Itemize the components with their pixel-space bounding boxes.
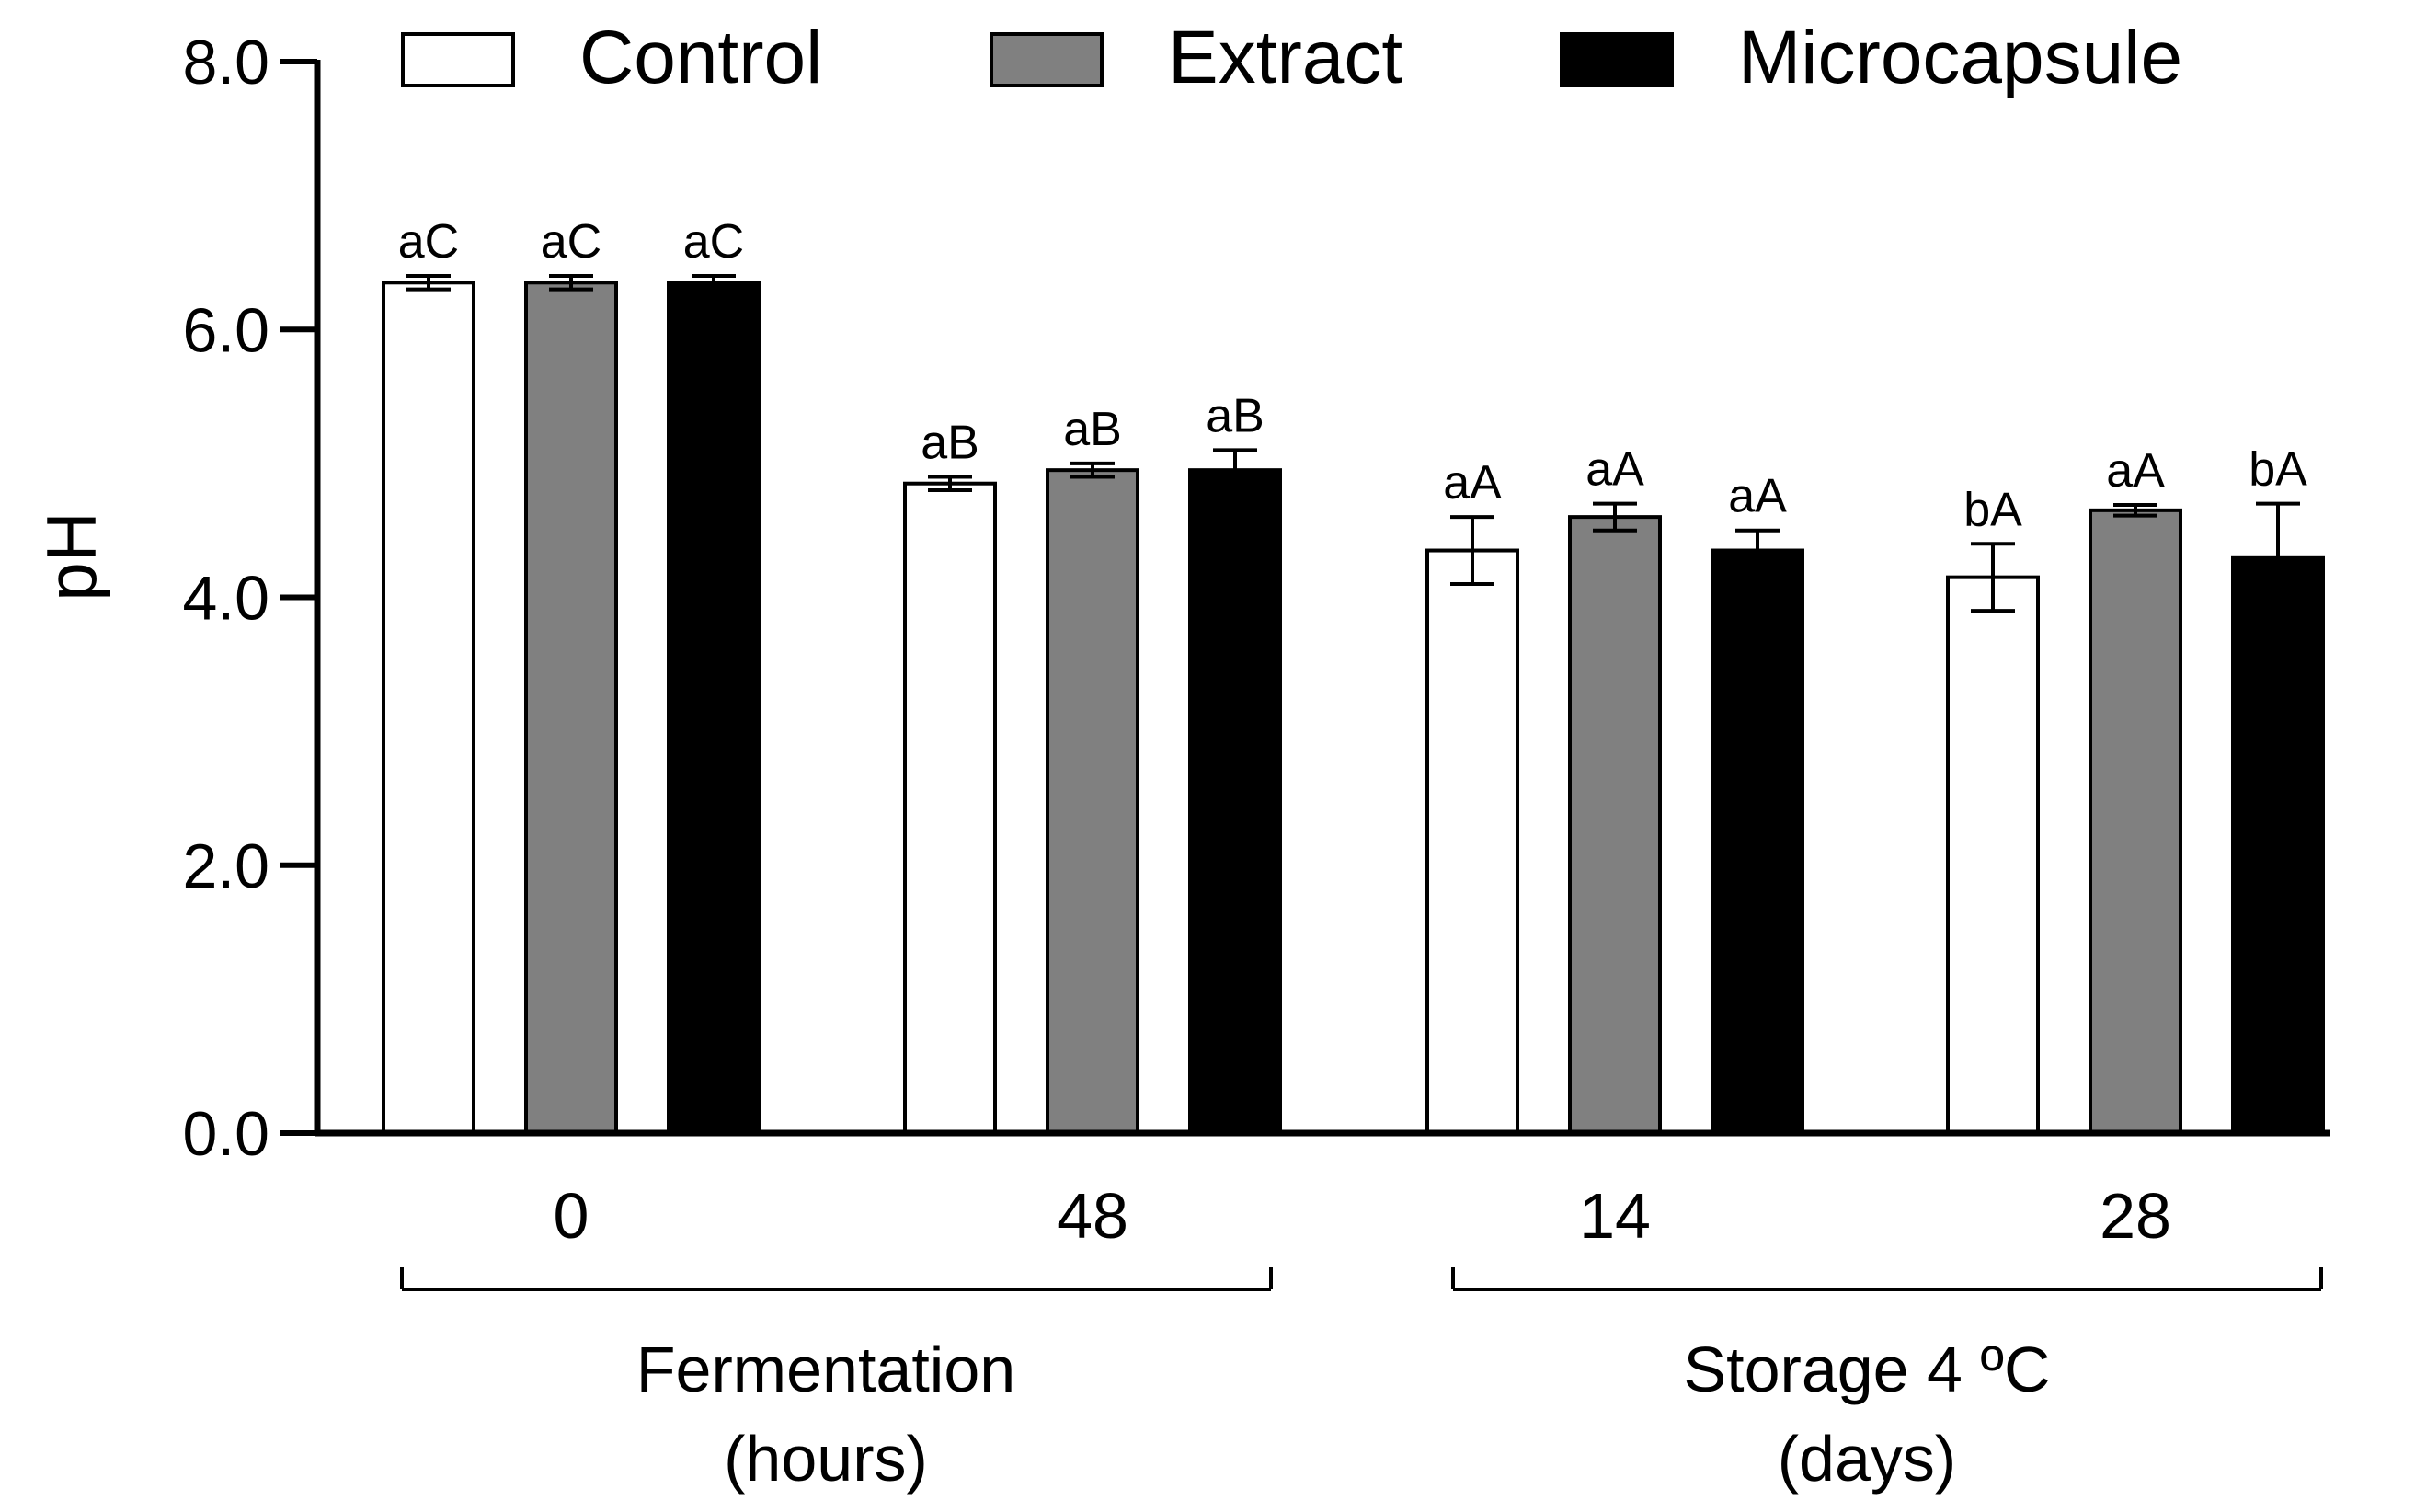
- bar-extract-48: [1046, 468, 1139, 1135]
- group-sublabel: (hours): [724, 1423, 928, 1495]
- x-tick-label: 14: [1579, 1180, 1651, 1252]
- bar-extract-28: [2089, 508, 2182, 1135]
- legend-item-extract: Extract: [990, 16, 1402, 99]
- significance-label: aC: [683, 215, 744, 269]
- significance-label: aC: [541, 215, 601, 269]
- bar-control-0: [382, 281, 475, 1135]
- legend-swatch: [1560, 32, 1674, 87]
- significance-label: bA: [2249, 443, 2307, 497]
- group-bracket: [400, 1267, 1273, 1291]
- error-bar-control-48: [928, 475, 972, 492]
- category-groups: Fermentation (hours) Storage 4 ºC (days): [400, 1267, 2323, 1495]
- legend-item-control: Control: [401, 16, 822, 99]
- error-bar-extract-0: [549, 274, 593, 292]
- plot-area: aC aB aA bA aC aB aA aA aC aB aA bA: [382, 215, 2325, 1135]
- y-axis-label: pH: [33, 511, 111, 601]
- error-bar-extract-14: [1593, 501, 1637, 533]
- bar-microcapsule-28: [2231, 555, 2325, 1135]
- significance-label: aB: [1206, 389, 1265, 442]
- legend-swatch: [401, 32, 515, 87]
- group-bracket: [1451, 1267, 2323, 1291]
- axes: 0.0 2.0 4.0 6.0 8.0 pH 0 48 14 28: [33, 28, 2330, 1252]
- significance-label: aA: [1585, 443, 1644, 497]
- error-bar-extract-48: [1070, 461, 1115, 479]
- error-bar-control-0: [406, 274, 451, 292]
- significance-label: aA: [1443, 456, 1502, 510]
- legend-swatch: [990, 32, 1104, 87]
- y-tick-label: 4.0: [182, 564, 269, 634]
- bar-microcapsule-0: [667, 281, 761, 1135]
- significance-label: aC: [398, 215, 459, 269]
- error-bar-control-28: [1971, 542, 2015, 613]
- x-tick-label: 28: [2100, 1180, 2171, 1252]
- y-tick-label: 0.0: [182, 1099, 269, 1169]
- error-bar-extract-28: [2113, 503, 2157, 518]
- bar-extract-14: [1568, 515, 1662, 1135]
- error-bar-microcapsule-48: [1213, 448, 1257, 492]
- legend-item-microcapsule: Microcapsule: [1560, 16, 2182, 99]
- legend: Control Extract Microcapsule: [401, 16, 2182, 99]
- x-tick-label: 48: [1057, 1180, 1128, 1252]
- error-bar-microcapsule-14: [1735, 528, 1780, 573]
- significance-label: aB: [1063, 403, 1122, 456]
- group-label: Storage 4 ºC: [1683, 1334, 2050, 1405]
- bar-microcapsule-48: [1188, 468, 1282, 1135]
- bar-control-28: [1946, 575, 2040, 1135]
- significance-label: aA: [2106, 444, 2165, 498]
- error-bar-control-14: [1450, 515, 1494, 586]
- legend-label: Microcapsule: [1738, 16, 2182, 99]
- significance-label: aB: [921, 416, 979, 469]
- group-label: Fermentation: [636, 1334, 1015, 1405]
- bar-extract-0: [524, 281, 618, 1135]
- bar-control-48: [903, 481, 997, 1135]
- significance-label: bA: [1963, 483, 2022, 536]
- error-bar-microcapsule-0: [692, 274, 736, 292]
- group-sublabel: (days): [1778, 1423, 1956, 1495]
- significance-label: aA: [1728, 470, 1787, 523]
- y-tick-label: 2.0: [182, 831, 269, 901]
- error-bar-microcapsule-28: [2256, 501, 2300, 613]
- y-tick-label: 6.0: [182, 295, 269, 365]
- legend-label: Control: [579, 16, 822, 99]
- bar-control-14: [1425, 548, 1519, 1135]
- legend-label: Extract: [1168, 16, 1402, 99]
- bar-microcapsule-14: [1711, 548, 1804, 1135]
- y-tick-label: 8.0: [182, 28, 269, 97]
- x-tick-label: 0: [554, 1180, 589, 1252]
